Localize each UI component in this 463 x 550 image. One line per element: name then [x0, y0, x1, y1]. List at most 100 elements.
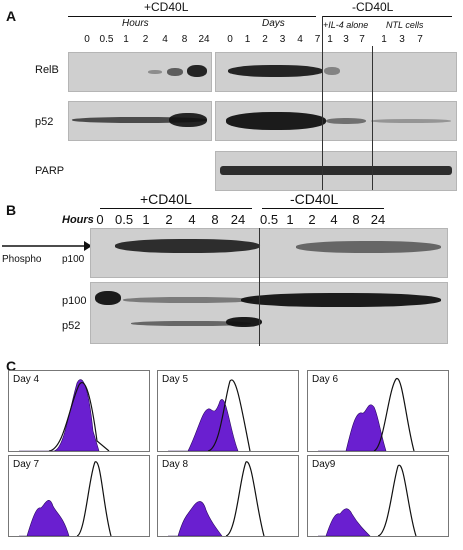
lane-label: 24	[198, 34, 210, 45]
panel-a-parp-blot	[215, 151, 457, 191]
panel-b-minus-line	[262, 208, 384, 209]
panel-b-phospho-label: Phospho	[2, 254, 42, 265]
panel-a-minus-cd40l: -CD40L	[352, 0, 394, 14]
cfse-histogram: Day 7	[8, 455, 150, 537]
histogram-filled	[318, 404, 387, 451]
parp-band	[220, 166, 452, 175]
lane-label: 1	[142, 212, 150, 227]
relb-band	[228, 65, 323, 77]
histogram-outline	[207, 379, 251, 451]
histogram-plot	[318, 378, 415, 451]
p52-band	[326, 118, 366, 124]
lane-label: 8	[181, 34, 188, 45]
histogram-outline	[76, 461, 112, 536]
histogram-filled	[168, 501, 223, 536]
panel-b-minus-cd40l: -CD40L	[290, 191, 339, 207]
panel-a-days-label: Days	[262, 18, 285, 29]
cfse-histogram: Day 8	[157, 455, 299, 537]
panel-b-p52-label: p52	[62, 320, 81, 332]
lane-label: 3	[343, 34, 349, 45]
panel-a-plus-line	[68, 16, 316, 17]
histogram-outline	[48, 382, 110, 451]
lane-label: 2	[308, 212, 316, 227]
panel-a-divider-1	[322, 16, 323, 190]
lane-label: 1	[327, 34, 333, 45]
histogram-plot	[168, 379, 251, 451]
panel-a-letter: A	[6, 8, 17, 24]
cfse-histogram: Day 4	[8, 370, 150, 452]
day-label: Day 7	[13, 459, 40, 470]
panel-b-phospho-p100-label: p100	[62, 254, 85, 265]
p52-band	[371, 119, 451, 123]
lane-label: 4	[162, 34, 168, 45]
cfse-histogram: Day9	[307, 455, 449, 537]
histogram-filled	[19, 379, 100, 451]
lane-label: 0.5	[260, 212, 279, 227]
phospho-band	[115, 239, 260, 253]
phospho-band	[296, 241, 441, 253]
lane-label: 3	[279, 34, 286, 45]
panel-a-relb-blot-days	[215, 52, 457, 92]
panel-b-letter: B	[6, 202, 17, 218]
lane-label: 4	[330, 212, 338, 227]
histogram-plot	[19, 379, 110, 451]
p100-band	[95, 291, 121, 305]
day-label: Day 8	[162, 459, 189, 470]
p52-band	[226, 317, 262, 327]
histogram-outline	[225, 461, 265, 536]
panel-b-p100-label: p100	[62, 295, 87, 307]
lane-label: 1	[123, 34, 129, 45]
panel-b-plus-cd40l: +CD40L	[140, 191, 192, 207]
panel-c-letter: C	[6, 358, 17, 374]
panel-b-divider	[259, 228, 260, 346]
panel-a-p52-blot-hours	[68, 101, 212, 141]
panel-a-plus-cd40l: +CD40L	[144, 0, 189, 14]
cfse-histogram: Day 6	[307, 370, 449, 452]
panel-a-minus-line	[322, 16, 452, 17]
relb-band	[187, 65, 207, 77]
day-label: Day 4	[13, 374, 40, 385]
lane-label: 2	[142, 34, 149, 45]
lane-label: 0	[84, 34, 90, 45]
lane-label: 4	[297, 34, 303, 45]
histogram-plot	[168, 461, 265, 536]
p52-band	[72, 117, 207, 123]
lane-label: 1	[381, 34, 387, 45]
relb-band	[167, 68, 183, 76]
lane-label: 7	[314, 34, 321, 45]
lane-label: 0.5	[99, 34, 114, 45]
histogram-plot	[19, 461, 112, 536]
panel-b-hours-label: Hours	[62, 214, 94, 226]
panel-b-p100-blot	[90, 282, 448, 344]
histogram-filled	[19, 500, 70, 536]
lane-label: 0	[96, 212, 104, 227]
p52-band	[169, 113, 207, 127]
lane-label: 0	[227, 34, 233, 45]
histogram-filled	[168, 399, 239, 451]
p52-band	[226, 112, 326, 130]
day-label: Day 6	[312, 374, 339, 385]
cfse-histogram: Day 5	[157, 370, 299, 452]
panel-b-phospho-blot	[90, 228, 448, 278]
panel-a-hours-label: Hours	[122, 18, 149, 29]
panel-a-ntl-label: NTL cells	[386, 20, 424, 30]
arrow-right-icon	[2, 241, 92, 251]
lane-label: 7	[359, 34, 365, 45]
histogram-filled	[318, 508, 371, 536]
p52-band	[131, 321, 251, 326]
panel-a-divider-2	[372, 46, 373, 190]
panel-b-plus-line	[100, 208, 252, 209]
lane-label: 2	[165, 212, 173, 227]
relb-band	[148, 70, 162, 74]
panel-a-row-parp: PARP	[35, 165, 65, 177]
day-label: Day9	[312, 459, 336, 470]
panel-a-p52-blot-days	[215, 101, 457, 141]
lane-label: 24	[230, 212, 246, 227]
histogram-outline	[373, 378, 415, 451]
lane-label: 4	[188, 212, 196, 227]
panel-a-row-relb: RelB	[35, 64, 59, 76]
lane-label: 2	[262, 34, 268, 45]
p100-band	[123, 297, 253, 303]
lane-label: 1	[286, 212, 294, 227]
panel-a-il4-label: +IL-4 alone	[323, 20, 369, 30]
